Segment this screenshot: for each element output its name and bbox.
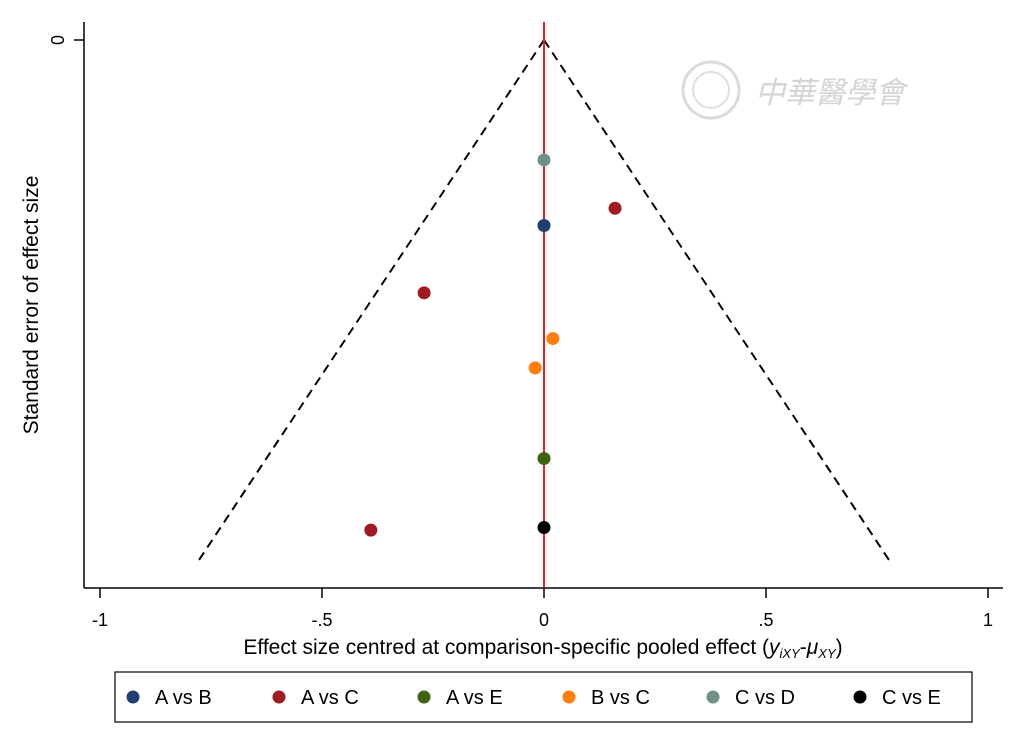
data-point [364,523,378,537]
legend-label: A vs C [301,687,359,709]
legend-box [114,671,973,723]
legend-label: C vs E [882,687,941,709]
data-point [537,452,551,466]
x-axis-title-sub2: XY [817,646,837,661]
data-point [546,332,560,346]
watermark-seal-icon [681,60,741,120]
x-tick-label: -1 [92,610,108,630]
x-ticks: -1 -.5 0 .5 1 [92,588,993,630]
watermark-text: 中華醫學會 [755,76,909,111]
watermark: 中華醫學會 [681,60,909,120]
data-point [608,201,622,215]
x-axis-title-dash: - [800,636,807,659]
legend-label: A vs E [446,687,503,709]
legend-marker [126,690,140,704]
data-point [537,521,551,535]
legend-marker [272,690,286,704]
x-axis-title-close: ) [836,636,843,659]
data-point [417,286,431,300]
x-tick-label: 0 [539,610,549,630]
data-points [364,153,622,537]
y-ticks: 0 [48,35,84,45]
watermark-seal-inner [692,71,730,109]
x-axis-title-text: Effect size centred at comparison-specif… [243,636,769,659]
x-tick-label: .5 [758,610,773,630]
y-tick-label: 0 [48,35,68,45]
funnel-left-line [196,39,545,563]
x-axis-title-sub1: iXY [780,646,802,661]
legend-marker [562,690,576,704]
legend-marker [853,690,867,704]
legend-marker [417,690,431,704]
x-axis-title-y: y [767,636,781,659]
y-axis-title: Standard error of effect size [20,176,43,435]
legend: A vs B A vs C A vs E B vs C C vs D C vs E [126,687,941,709]
legend-marker [706,690,720,704]
data-point [528,361,542,375]
legend-label: B vs C [591,687,650,709]
legend-label: C vs D [735,687,795,709]
x-axis-title-mu: μ [806,636,819,659]
data-point [537,219,551,233]
x-tick-label: -.5 [311,610,332,630]
x-tick-label: 1 [983,610,993,630]
legend-label: A vs B [155,687,212,709]
data-point [537,153,551,167]
x-axis-title: Effect size centred at comparison-specif… [243,636,842,661]
